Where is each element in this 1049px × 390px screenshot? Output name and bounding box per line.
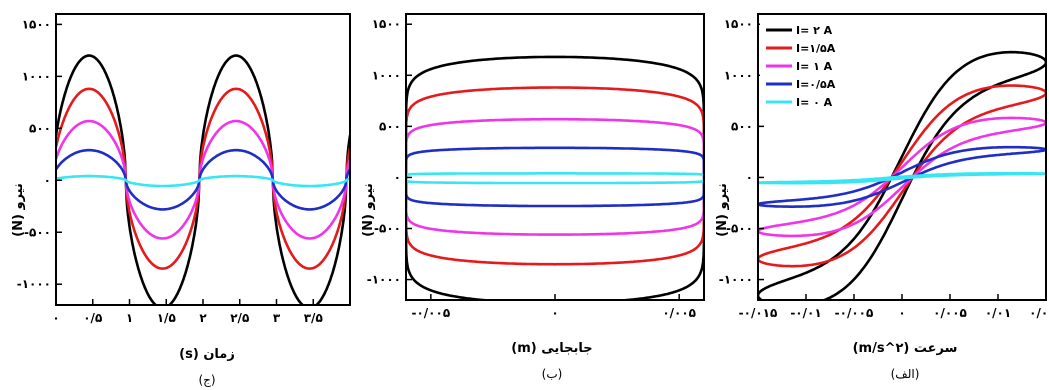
panel-time-xtick-label: ۰ [52,311,59,325]
legend-entry-label: I=۰/۵A [796,78,836,91]
panel-velocity-xtick-label: ۰/۰۱ [985,306,1011,320]
panel-time-xtick-label: ۳/۵ [304,311,323,325]
panel-displacement-ylabel: نیرو (N) [361,183,376,237]
legend: I= ۲ A I=۱/۵A I= ۱ A I=۰/۵A I= ۰ A [760,18,838,110]
panel-velocity-series-1-line [758,50,1046,300]
panel-velocity-xtick-label: ۰/۰۰۵ [933,306,967,320]
legend-entry-label: I= ۰ A [796,96,833,109]
panel-time-label: (ج) [198,373,215,387]
panel-displacement-label: (ب) [542,367,563,381]
legend-box [760,18,838,110]
panel-time-series-1-line [56,54,350,305]
panel-time-series-3-line [56,119,350,240]
panel-displacement-xlabel: جابجایی (m) [511,341,592,356]
panel-velocity-series-5-line [758,172,1046,185]
panel-time-ytick-label: -۱۰۰۰ [17,277,51,291]
panel-velocity-ytick-label: ۱۵۰۰ [724,17,753,31]
panel-time-ytick-label: -۵۰۰ [24,225,51,239]
panel-displacement-xtick-label: -۰/۰۰۵ [411,306,450,320]
panel-time-xtick-label: ۱ [126,311,133,325]
legend-entry-label: I= ۲ A [796,24,833,37]
panel-displacement-series-2-line [406,86,704,266]
panel-displacement: ۱۵۰۰ ۱۰۰۰ ۵۰۰ ۰ -۵۰۰ -۱۰۰۰ -۰/۰۰۵ ۰ ۰/۰۰۵ نیرو (… [361,13,705,381]
panel-time-xtick-label: ۲/۵ [230,311,249,325]
panel-time-ytick-label: ۵۰۰ [29,121,51,135]
panel-time: ۱۵۰۰ ۱۰۰۰ ۵۰۰ ۰ -۵۰۰ -۱۰۰۰ ۰ ۰/۵ ۱ ۱/۵ ۲ ۲/۵ ۳ ۳/۵ نی… [11,13,351,387]
panel-velocity-xtick-label: -۰/۰۱ [790,306,821,320]
panel-velocity-ylabel: نیرو (N) [715,183,730,237]
panel-time-xtick-label: ۲ [199,311,207,325]
panel-time-ylabel: نیرو (N) [11,183,26,237]
legend-entry-label: I=۱/۵A [796,42,836,55]
panel-velocity-series-3-line [758,116,1046,238]
panel-time-ytick-label: ۱۰۰۰ [22,69,51,83]
panel-displacement-ytick-label: -۱۰۰۰ [367,273,401,287]
panel-velocity-ytick-label: ۵۰۰ [731,119,753,133]
panel-time-ytick-label: ۰ [44,173,51,187]
panel-time-series-5-line [56,174,350,188]
panel-time-series-2-line [56,87,350,270]
panel-velocity-ytick-label: ۰ [746,170,753,184]
panel-displacement-ytick-label: ۵۰۰ [379,119,401,133]
panel-time-xtick-label: ۱/۵ [157,311,176,325]
panel-velocity-ytick-label: -۵۰۰ [726,222,753,236]
panel-velocity-series-2-line [758,84,1046,268]
panel-displacement-ytick-label: ۱۵۰۰ [372,17,401,31]
panel-time-xtick-label: ۳ [273,311,281,325]
panel-velocity-xtick-label: ۰ [898,306,905,320]
panel-time-ytick-label: ۱۵۰۰ [22,17,51,31]
panel-velocity-xtick-label: -۰/۰۱۵ [739,306,778,320]
panel-velocity: ۱۵۰۰ ۱۰۰۰ ۵۰۰ ۰ -۵۰۰ -۱۰۰۰ -۰/۰۱۵ -۰/۰۱ -۰/۰۰۵ ۰ ۰… [715,13,1049,381]
panel-velocity-label: (الف) [891,367,920,381]
panel-velocity-ytick-label: ۱۰۰۰ [724,68,753,82]
panel-velocity-xlabel: سرعت (m/s^۲) [853,341,958,356]
panel-velocity-ytick-label: -۱۰۰۰ [719,273,753,287]
legend-entry-label: I= ۱ A [796,60,833,73]
panel-displacement-xtick-label: ۰/۰۰۵ [662,306,696,320]
panel-velocity-series-4-line [758,145,1046,208]
panel-displacement-ytick-label: -۵۰۰ [374,222,401,236]
panel-displacement-ytick-label: ۰ [394,170,401,184]
panel-displacement-series-5-line [406,172,704,185]
panel-displacement-series-3-line [406,117,704,236]
panel-velocity-xtick-label: -۰/۰۰۵ [835,306,874,320]
panel-displacement-series-4-line [406,146,704,208]
panel-time-xlabel: زمان (s) [179,347,235,362]
panel-displacement-xtick-label: ۰ [551,306,558,320]
panel-time-xtick-label: ۰/۵ [83,311,102,325]
panel-time-series-4-line [56,148,350,211]
panel-velocity-xtick-label: ۰/۰۱۵ [1029,306,1049,320]
panel-displacement-ytick-label: ۱۰۰۰ [372,68,401,82]
